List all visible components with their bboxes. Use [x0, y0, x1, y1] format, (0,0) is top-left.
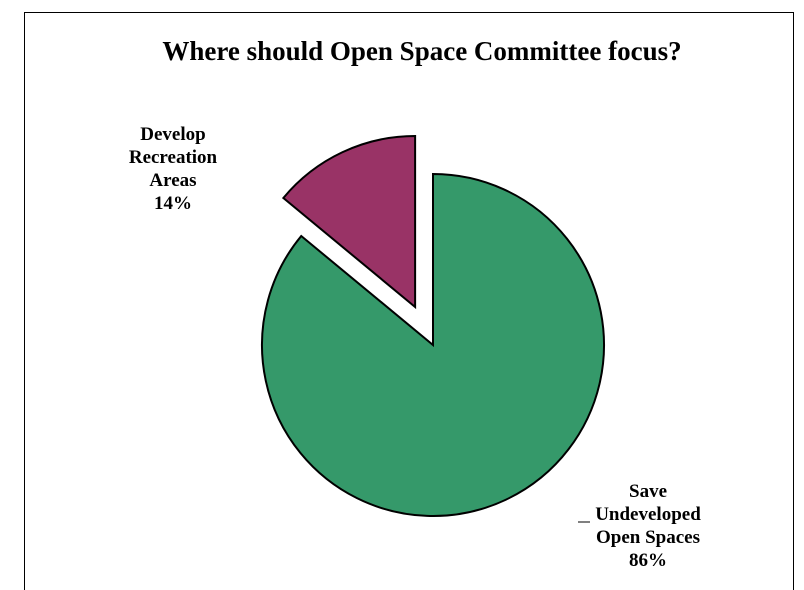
- slice-label-line: Open Spaces: [596, 527, 700, 548]
- pie-slices: [261, 134, 605, 517]
- slice-label-line: Areas: [149, 170, 196, 191]
- save-slice-label: Save Undeveloped Open Spaces 86%: [595, 481, 701, 571]
- develop-recreation-slice: [281, 134, 417, 310]
- slice-label-line: Recreation: [129, 147, 218, 168]
- chart-frame: [24, 12, 794, 590]
- slice-label-line: Undeveloped: [595, 504, 701, 525]
- save-undeveloped-slice: [261, 172, 605, 517]
- slice-label-line: Save: [629, 481, 667, 502]
- develop-slice-label: Develop Recreation Areas 14%: [129, 124, 218, 214]
- chart-title: Where should Open Space Committee focus?: [162, 36, 681, 66]
- slice-label-line: Develop: [140, 124, 205, 145]
- slice-percent-label: 86%: [629, 550, 667, 571]
- slice-labels: Save Undeveloped Open Spaces 86% Develop Recr…: [129, 124, 701, 571]
- slice-percent-label: 14%: [154, 193, 192, 214]
